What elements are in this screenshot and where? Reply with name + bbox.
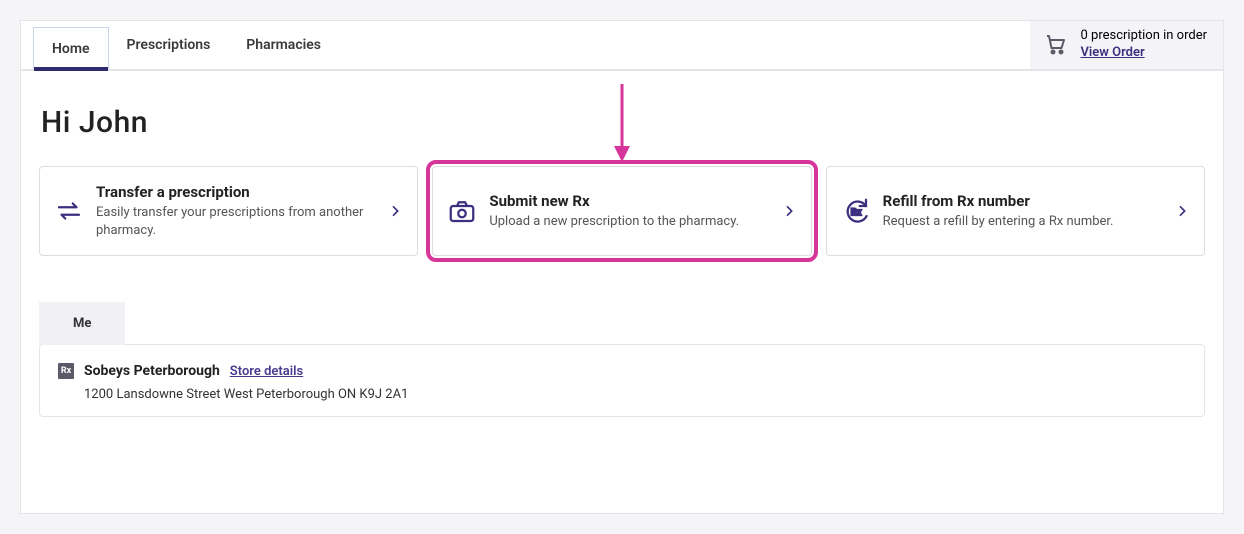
cart-summary[interactable]: 0 prescription in order View Order (1030, 21, 1223, 69)
annotation-arrow-icon (612, 84, 632, 164)
card-title: Submit new Rx (489, 192, 768, 210)
pharmacy-name: Sobeys Peterborough (84, 363, 220, 379)
cart-icon (1042, 33, 1070, 57)
cart-count-text: 0 prescription in order (1080, 28, 1207, 45)
cart-text: 0 prescription in order View Order (1080, 28, 1207, 62)
chevron-right-icon (1174, 203, 1190, 219)
view-order-link[interactable]: View Order (1080, 45, 1144, 60)
refill-rx-number-card[interactable]: Rx Refill from Rx number Request a refil… (826, 166, 1205, 256)
card-body: Transfer a prescription Easily transfer … (96, 183, 375, 239)
card-desc: Request a refill by entering a Rx number… (883, 213, 1162, 231)
card-body: Refill from Rx number Request a refill b… (883, 192, 1162, 231)
card-title: Transfer a prescription (96, 183, 375, 201)
camera-icon (447, 196, 477, 226)
card-body: Submit new Rx Upload a new prescription … (489, 192, 768, 231)
action-cards-row: Transfer a prescription Easily transfer … (39, 166, 1205, 256)
tab-prescriptions[interactable]: Prescriptions (109, 21, 229, 69)
pharmacy-header: Rx Sobeys Peterborough Store details (58, 363, 1186, 379)
store-details-link[interactable]: Store details (230, 364, 303, 379)
svg-text:Rx: Rx (851, 208, 862, 218)
profile-section: Me Rx Sobeys Peterborough Store details … (39, 302, 1205, 417)
nav-tabs: Home Prescriptions Pharmacies (33, 21, 339, 69)
card-desc: Easily transfer your prescriptions from … (96, 204, 375, 239)
top-nav: Home Prescriptions Pharmacies 0 prescrip… (21, 21, 1223, 71)
transfer-icon (54, 196, 84, 226)
app-frame: Home Prescriptions Pharmacies 0 prescrip… (20, 20, 1224, 514)
main-content: Hi John Transfer a prescription Easily t… (21, 71, 1223, 417)
chevron-right-icon (387, 203, 403, 219)
profile-tab-me[interactable]: Me (39, 302, 125, 345)
card-desc: Upload a new prescription to the pharmac… (489, 213, 768, 231)
pharmacy-badge-icon: Rx (58, 363, 74, 379)
chevron-right-icon (781, 203, 797, 219)
transfer-prescription-card[interactable]: Transfer a prescription Easily transfer … (39, 166, 418, 256)
pharmacy-address: 1200 Lansdowne Street West Peterborough … (84, 387, 1186, 402)
tab-pharmacies[interactable]: Pharmacies (228, 21, 339, 69)
refill-icon: Rx (841, 196, 871, 226)
tab-home[interactable]: Home (33, 27, 109, 69)
card-title: Refill from Rx number (883, 192, 1162, 210)
submit-new-rx-card[interactable]: Submit new Rx Upload a new prescription … (432, 166, 811, 256)
pharmacy-card: Rx Sobeys Peterborough Store details 120… (39, 344, 1205, 417)
